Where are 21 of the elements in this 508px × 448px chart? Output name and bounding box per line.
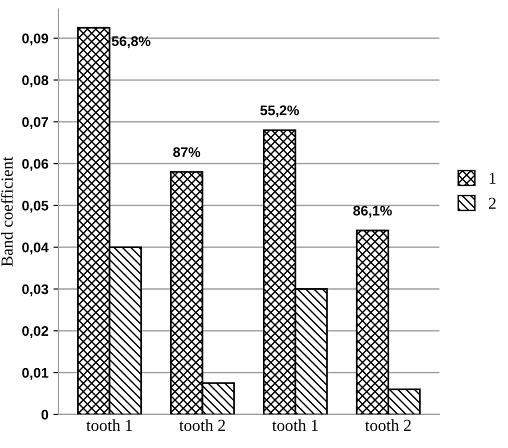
y-tick-label: 0,09 xyxy=(22,34,48,46)
x-tick-label: tooth 1 xyxy=(86,419,132,431)
legend-label: 2 xyxy=(488,198,496,209)
y-tick-label: 0,07 xyxy=(22,117,48,129)
annotation: 86,1% xyxy=(353,206,392,218)
y-tick-label: 0 xyxy=(42,410,48,420)
annotation: 55,2% xyxy=(260,105,299,118)
y-tick-label: 0,06 xyxy=(22,158,48,171)
y-tick-label: 0,08 xyxy=(22,75,48,88)
y-axis-title: Band coefficient xyxy=(0,156,13,266)
x-tick-label: tooth 1 xyxy=(272,419,318,431)
y-tick-label: 0,02 xyxy=(22,326,48,338)
annotation: 87% xyxy=(173,147,200,158)
y-tick-label: 0,01 xyxy=(22,368,48,380)
y-tick-label: 0,04 xyxy=(22,242,49,254)
y-tick-label: 0,03 xyxy=(22,284,48,296)
y-tick-label: 0,05 xyxy=(22,200,48,213)
x-tick-label: tooth 2 xyxy=(179,419,225,431)
legend-label: 1 xyxy=(490,172,496,184)
x-tick-label: tooth 2 xyxy=(365,419,411,431)
annotation: 56,8% xyxy=(112,36,150,48)
